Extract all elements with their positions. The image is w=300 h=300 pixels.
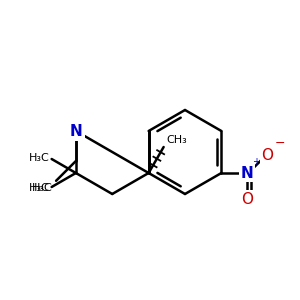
Text: +: + [252,157,260,167]
Text: CH₃: CH₃ [167,135,188,145]
Text: H₃C: H₃C [32,183,53,193]
Text: N: N [241,166,254,181]
Text: H₃C: H₃C [29,153,50,163]
Text: O: O [261,148,273,163]
Text: O: O [242,191,254,206]
Text: N: N [70,124,82,139]
Text: H₃C: H₃C [29,183,50,193]
Text: −: − [274,137,285,150]
